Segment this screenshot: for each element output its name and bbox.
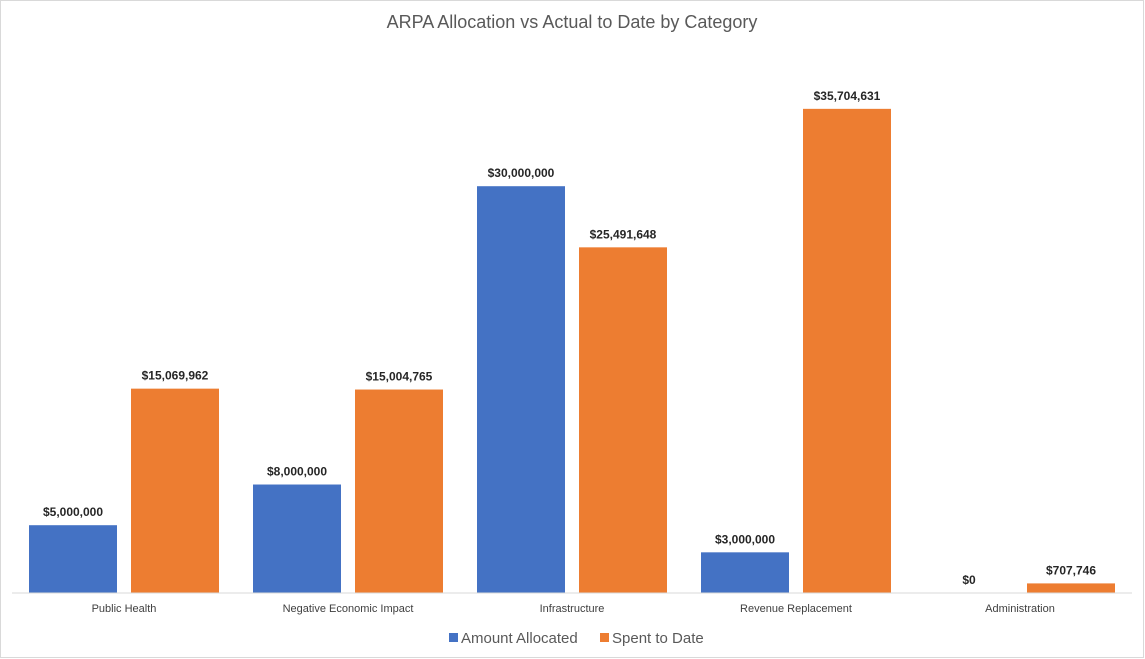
data-label: $25,491,648 <box>590 227 657 241</box>
legend-label-spent: Spent to Date <box>612 630 704 647</box>
bar-allocated-2 <box>477 186 565 593</box>
bar-spent-3 <box>803 108 891 593</box>
data-label: $0 <box>962 573 976 587</box>
data-label: $3,000,000 <box>715 532 775 546</box>
bar-allocated-0 <box>29 525 117 593</box>
x-tick-label: Negative Economic Impact <box>283 603 414 615</box>
bar-spent-1 <box>355 389 443 593</box>
bars-group <box>29 108 1115 593</box>
bar-spent-0 <box>131 388 219 593</box>
x-tick-labels: Public Health Negative Economic Impact Inf… <box>92 603 1055 615</box>
chart-title: ARPA Allocation vs Actual to Date by Cat… <box>387 12 758 32</box>
bar-allocated-1 <box>253 484 341 593</box>
bar-allocated-3 <box>701 552 789 593</box>
legend-label-allocated: Amount Allocated <box>461 630 578 647</box>
data-label: $8,000,000 <box>267 465 327 479</box>
x-tick-label: Infrastructure <box>540 603 605 615</box>
x-tick-label: Administration <box>985 603 1055 615</box>
bar-spent-4 <box>1027 583 1115 593</box>
data-labels-group: $5,000,000 $15,069,962 $8,000,000 $15,004,7… <box>43 89 1096 587</box>
data-label: $30,000,000 <box>488 166 555 180</box>
data-label: $15,004,765 <box>366 370 433 384</box>
data-label: $15,069,962 <box>142 369 209 383</box>
bar-spent-2 <box>579 247 667 593</box>
data-label: $707,746 <box>1046 563 1096 577</box>
x-tick-label: Revenue Replacement <box>740 603 852 615</box>
x-tick-label: Public Health <box>92 603 157 615</box>
legend-swatch-spent <box>600 633 609 642</box>
data-label: $35,704,631 <box>814 89 881 103</box>
data-label: $5,000,000 <box>43 505 103 519</box>
legend: Amount Allocated Spent to Date <box>449 630 704 647</box>
legend-swatch-allocated <box>449 633 458 642</box>
